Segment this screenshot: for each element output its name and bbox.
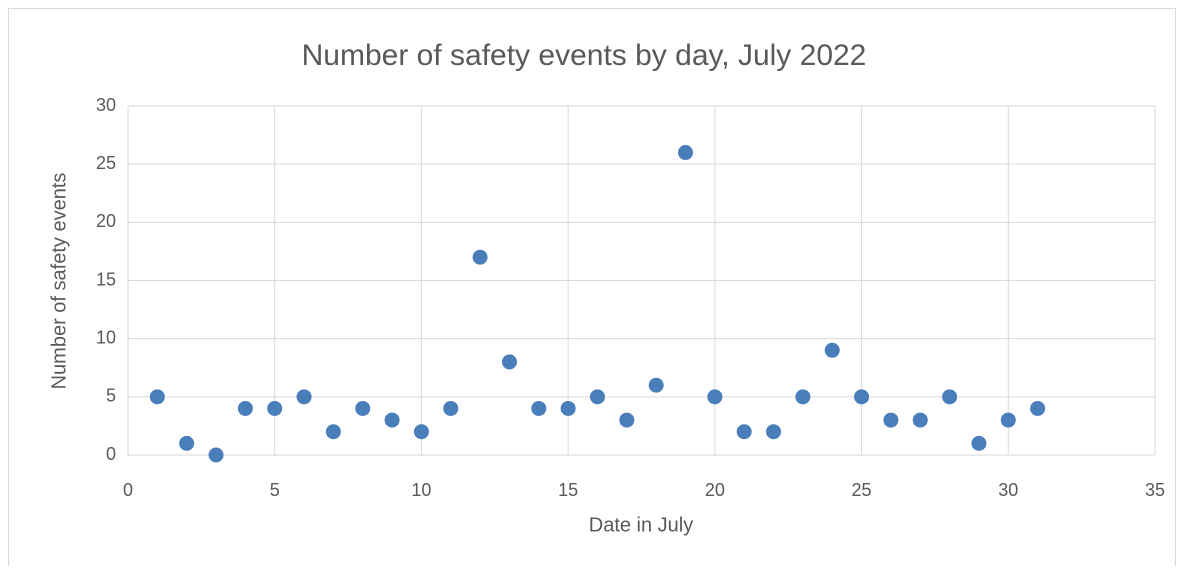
- point: [560, 400, 576, 416]
- y-tick-label: 20: [96, 211, 116, 231]
- x-tick-label: 15: [558, 480, 578, 500]
- point: [267, 400, 283, 416]
- x-tick-label: 30: [998, 480, 1018, 500]
- x-axis-label: Date in July: [589, 514, 694, 536]
- point: [1030, 400, 1046, 416]
- point: [678, 145, 694, 161]
- point: [971, 435, 987, 451]
- point: [707, 389, 723, 405]
- point: [648, 377, 664, 393]
- point: [883, 412, 899, 428]
- y-tick-label: 25: [96, 153, 116, 173]
- point: [325, 424, 341, 440]
- point: [443, 400, 459, 416]
- y-tick-label: 10: [96, 327, 116, 347]
- point: [766, 424, 782, 440]
- x-tick-label: 25: [852, 480, 872, 500]
- point: [854, 389, 870, 405]
- y-tick-label: 5: [106, 386, 116, 406]
- point: [912, 412, 928, 428]
- point: [355, 400, 371, 416]
- x-tick-label: 5: [270, 480, 280, 500]
- point: [1000, 412, 1016, 428]
- y-axis-label: Number of safety events: [48, 173, 70, 390]
- point: [824, 342, 840, 358]
- point: [149, 389, 165, 405]
- point: [179, 435, 195, 451]
- x-tick-label: 20: [705, 480, 725, 500]
- point: [296, 389, 312, 405]
- point: [795, 389, 811, 405]
- y-tick-label: 0: [106, 444, 116, 464]
- point: [619, 412, 635, 428]
- x-tick-label: 0: [123, 480, 133, 500]
- point: [736, 424, 752, 440]
- point: [237, 400, 253, 416]
- x-tick-label: 10: [411, 480, 431, 500]
- point: [942, 389, 958, 405]
- y-tick-label: 30: [96, 95, 116, 115]
- y-tick-label: 15: [96, 269, 116, 289]
- chart-border: [8, 8, 1176, 571]
- point: [501, 354, 517, 370]
- point: [208, 447, 224, 463]
- point: [589, 389, 605, 405]
- point: [384, 412, 400, 428]
- point: [472, 249, 488, 265]
- x-tick-label: 35: [1145, 480, 1165, 500]
- point: [413, 424, 429, 440]
- chart-title: Number of safety events by day, July 202…: [302, 39, 867, 72]
- point: [531, 400, 547, 416]
